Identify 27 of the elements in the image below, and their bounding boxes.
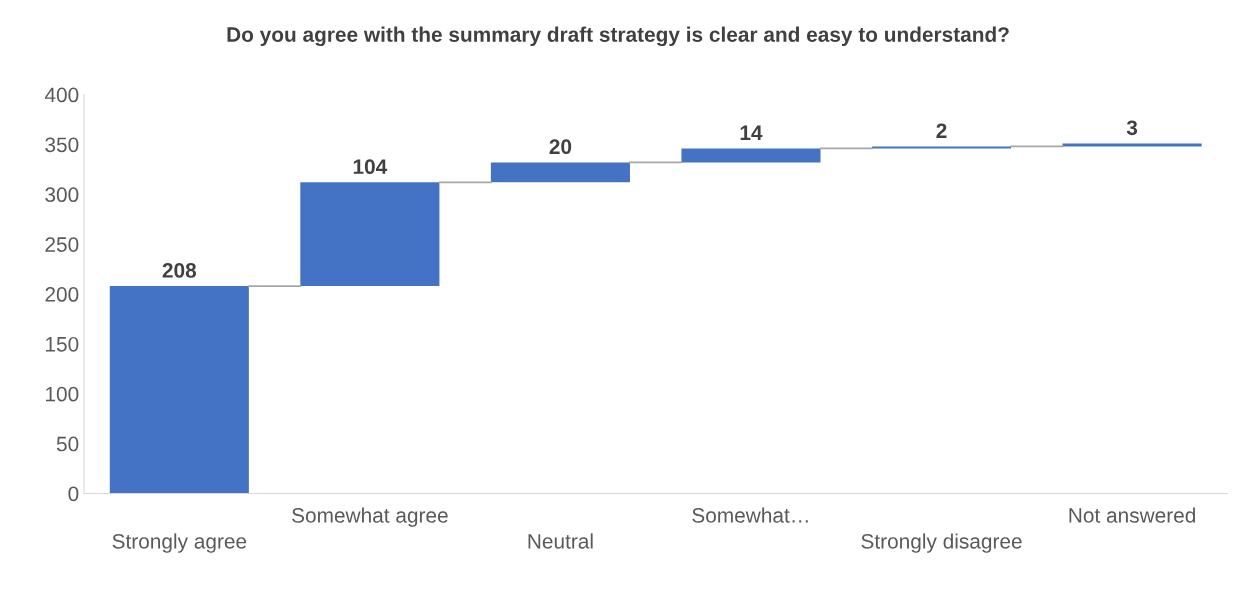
bar xyxy=(300,182,440,287)
y-tick-label: 100 xyxy=(46,386,79,402)
data-label: 208 xyxy=(162,263,197,278)
chart-title: Do you agree with the summary draft strategy is clear and easy to understand? xyxy=(227,26,1009,47)
y-tick-label: 200 xyxy=(45,287,79,302)
x-tick-label: Neutral xyxy=(528,533,593,549)
data-label: 3 xyxy=(1126,120,1138,136)
y-tick-label: 250 xyxy=(45,237,79,252)
x-tick-label: Somewhat… xyxy=(692,507,808,523)
y-tick-label: 150 xyxy=(46,336,79,352)
bar xyxy=(1062,143,1202,147)
data-label: 20 xyxy=(549,139,572,155)
y-tick-label: 0 xyxy=(68,486,79,502)
bar xyxy=(490,162,630,183)
y-tick-label: 350 xyxy=(45,137,79,153)
x-tick-label: Strongly disagree xyxy=(861,533,1022,553)
data-label: 14 xyxy=(740,125,763,140)
x-tick-label: Not answered xyxy=(1069,507,1195,523)
x-tick-label: Strongly agree xyxy=(112,533,247,553)
y-tick-label: 400 xyxy=(44,87,79,103)
data-label: 104 xyxy=(353,159,388,175)
data-label: 2 xyxy=(936,123,947,138)
x-tick-label: Somewhat agree xyxy=(292,507,448,527)
y-tick-label: 50 xyxy=(56,436,79,452)
bar xyxy=(681,148,821,163)
bar xyxy=(109,286,249,494)
y-tick-label: 300 xyxy=(45,187,79,203)
